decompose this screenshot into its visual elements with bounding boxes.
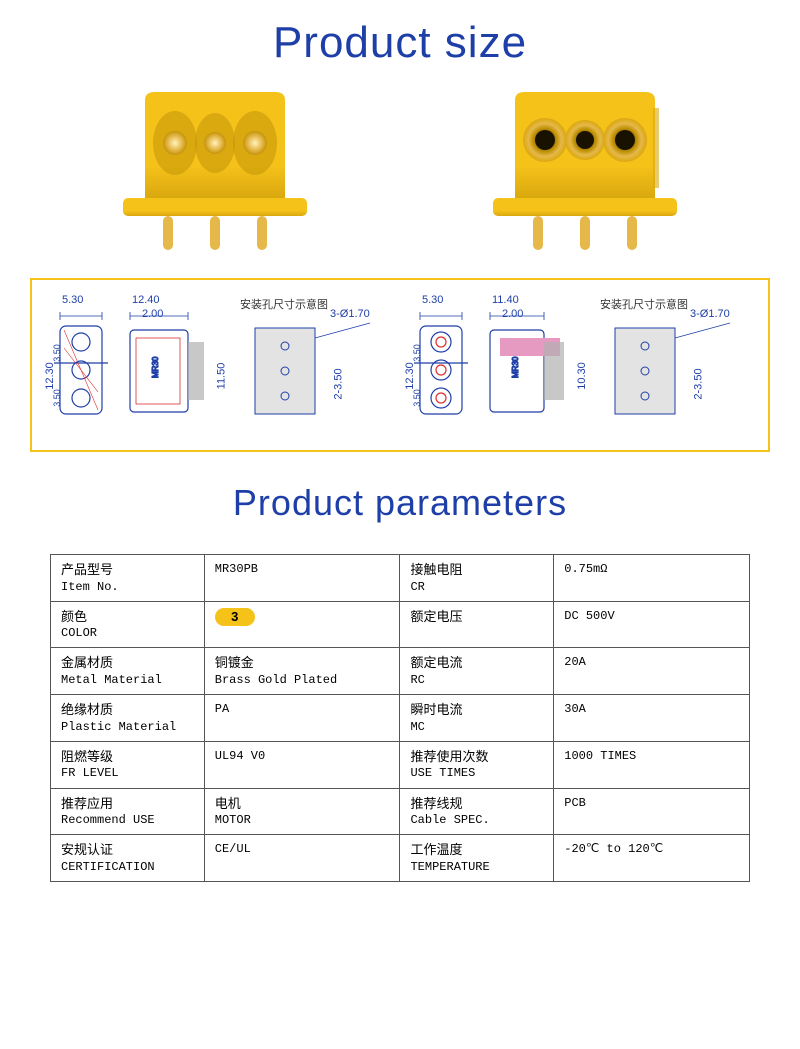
dim-3-50-rl: 3.50	[412, 389, 422, 407]
product-params-heading: Product parameters	[0, 482, 800, 524]
table-cell: 绝缘材质Plastic Material	[51, 695, 205, 742]
diagram-left: 5.30 12.40 2.00 安装孔尺寸示意图 3-Ø1.70 MR3	[40, 298, 400, 438]
table-row: 金属材质Metal Material铜镀金Brass Gold Plated额定…	[51, 648, 750, 695]
diagram-right: 5.30 11.40 2.00 安装孔尺寸示意图 3-Ø1.70 MR30	[400, 298, 760, 438]
product-size-heading: Product size	[0, 18, 800, 68]
table-cell: 推荐使用次数USE TIMES	[400, 741, 554, 788]
table-cell: 1000 TIMES	[554, 741, 750, 788]
dim-5-30-r: 5.30	[422, 294, 443, 306]
table-row: 产品型号Item No.MR30PB接触电阻CR0.75mΩ	[51, 555, 750, 602]
table-cell: 颜色COLOR	[51, 601, 205, 648]
table-cell: 接触电阻CR	[400, 555, 554, 602]
table-cell: 0.75mΩ	[554, 555, 750, 602]
dim-3-50-r: 3.50	[52, 344, 62, 362]
table-row: 安规认证CERTIFICATIONCE/UL工作温度TEMPERATURE-20…	[51, 835, 750, 882]
table-cell: UL94 V0	[204, 741, 400, 788]
table-cell: -20℃ to 120℃	[554, 835, 750, 882]
table-cell: 安规认证CERTIFICATION	[51, 835, 205, 882]
table-row: 绝缘材质Plastic MaterialPA瞬时电流MC30A	[51, 695, 750, 742]
dim-3-50-rr: 3.50	[412, 344, 422, 362]
table-row: 阻燃等级FR LEVELUL94 V0推荐使用次数USE TIMES1000 T…	[51, 741, 750, 788]
connector-male	[105, 88, 325, 258]
table-cell: 产品型号Item No.	[51, 555, 205, 602]
table-row: 颜色COLOR 3 额定电压DC 500V	[51, 601, 750, 648]
table-cell: 额定电压	[400, 601, 554, 648]
table-cell: 20A	[554, 648, 750, 695]
dim-12-30: 12.30	[44, 362, 56, 390]
dim-11-40: 11.40	[492, 294, 519, 306]
connector-female	[475, 88, 695, 258]
table-cell: 铜镀金Brass Gold Plated	[204, 648, 400, 695]
table-cell: 推荐线规Cable SPEC.	[400, 788, 554, 835]
dim-2-350: 2-3.50	[333, 368, 345, 399]
dim-10-30: 10.30	[576, 362, 588, 390]
dim-2-350-r: 2-3.50	[693, 368, 705, 399]
table-cell: 额定电流RC	[400, 648, 554, 695]
color-badge: 3	[215, 608, 255, 626]
dim-5-30: 5.30	[62, 294, 83, 306]
table-cell: PCB	[554, 788, 750, 835]
svg-text:MR30: MR30	[151, 356, 160, 378]
table-cell: 电机MOTOR	[204, 788, 400, 835]
dimension-diagram-box: 5.30 12.40 2.00 安装孔尺寸示意图 3-Ø1.70 MR3	[30, 278, 770, 452]
svg-text:MR30: MR30	[511, 356, 520, 378]
dim-11-50: 11.50	[215, 363, 227, 390]
table-cell: DC 500V	[554, 601, 750, 648]
table-row: 推荐应用Recommend USE电机MOTOR推荐线规Cable SPEC.P…	[51, 788, 750, 835]
table-cell: 30A	[554, 695, 750, 742]
table-cell: 3	[204, 601, 400, 648]
table-cell: 工作温度TEMPERATURE	[400, 835, 554, 882]
table-cell: MR30PB	[204, 555, 400, 602]
table-cell: CE/UL	[204, 835, 400, 882]
table-cell: 阻燃等级FR LEVEL	[51, 741, 205, 788]
table-cell: 金属材质Metal Material	[51, 648, 205, 695]
product-photo-row	[0, 68, 800, 268]
table-cell: 推荐应用Recommend USE	[51, 788, 205, 835]
table-cell: 瞬时电流MC	[400, 695, 554, 742]
parameter-table: 产品型号Item No.MR30PB接触电阻CR0.75mΩ颜色COLOR3额定…	[50, 554, 750, 882]
dim-12-40: 12.40	[132, 294, 160, 306]
dim-3-50-l: 3.50	[52, 389, 62, 407]
table-cell: PA	[204, 695, 400, 742]
dim-12-30-r: 12.30	[404, 362, 416, 390]
